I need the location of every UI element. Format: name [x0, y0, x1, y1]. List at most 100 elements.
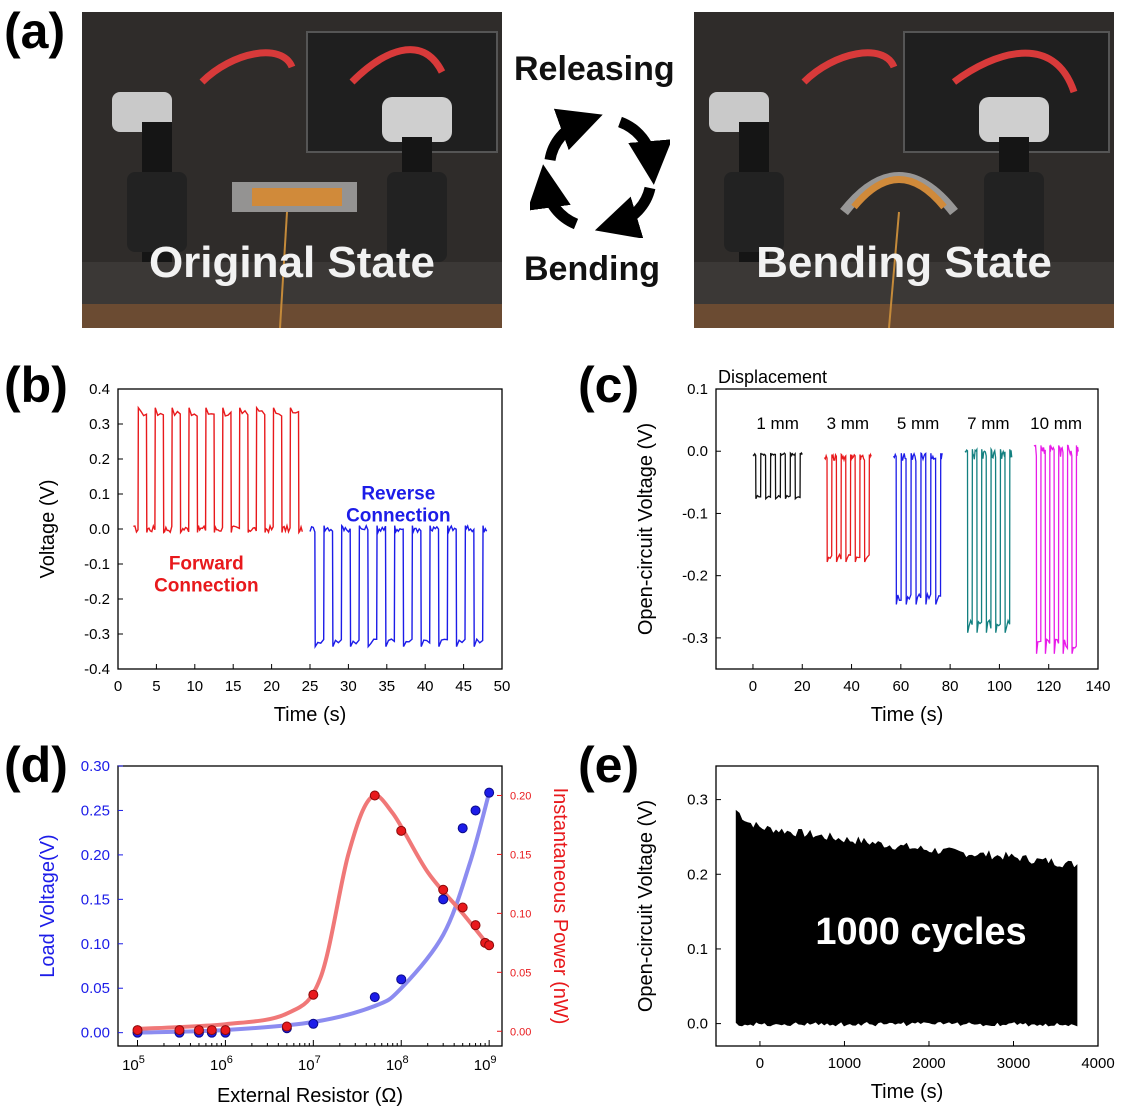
chart-d-ytick-label: 0.00 [81, 1025, 110, 1042]
chart-c-ytick-label: 0.1 [687, 381, 708, 398]
panel-b-label: (b) [4, 357, 68, 413]
chart-b-ytick-label: -0.4 [84, 661, 110, 678]
chart-c-xtick-label: 20 [794, 678, 811, 695]
chart-e-xtick-label: 4000 [1081, 1055, 1114, 1072]
chart-b-ytick-label: 0.1 [89, 486, 110, 503]
chart-b-xtick-label: 25 [302, 678, 319, 695]
chart-d-xtick-label: 105 [122, 1054, 145, 1074]
chart-d-voltage-point [369, 992, 380, 1003]
chart-c-xlabel: Time (s) [871, 704, 944, 726]
bending-state-illustration [694, 12, 1114, 328]
chart-b-xtick-label: 40 [417, 678, 434, 695]
chart-d-xtick-label: 106 [210, 1054, 233, 1074]
chart-c-ytick-label: 0.0 [687, 443, 708, 460]
panel-a-label: (a) [4, 3, 66, 59]
releasing-label: Releasing [514, 50, 675, 88]
chart-b-ytick-label: 0.0 [89, 521, 110, 538]
chart-c-series-label-1: 3 mm [827, 414, 870, 433]
chart-d-power-point [369, 790, 380, 801]
chart-d-power-point [220, 1025, 231, 1036]
chart-b-annotation-0: Forward [169, 553, 244, 574]
chart-d-voltage-point [457, 823, 468, 834]
chart-d-power-point [484, 940, 495, 951]
chart-b-xtick-label: 5 [152, 678, 160, 695]
chart-e-xtick-label: 0 [756, 1055, 764, 1072]
chart-e-xtick-label: 2000 [912, 1055, 945, 1072]
chart-b-ytick-label: 0.2 [89, 451, 110, 468]
chart-c-series-3 [964, 446, 1013, 633]
chart-d-y2tick-label: 0.00 [510, 1026, 531, 1038]
chart-d-voltage-point [308, 1018, 319, 1029]
chart-c-xtick-label: 100 [987, 678, 1012, 695]
chart-d-y2tick-label: 0.10 [510, 908, 531, 920]
chart-d-ytick-label: 0.25 [81, 802, 110, 819]
chart-b-ytick-label: 0.3 [89, 416, 110, 433]
chart-e-xlabel: Time (s) [871, 1081, 944, 1103]
chart-b-ytick-label: 0.4 [89, 381, 110, 398]
chart-d-ytick-label: 0.10 [81, 936, 110, 953]
chart-d-ylabel: Load Voltage(V) [37, 834, 59, 977]
chart-e-ytick-label: 0.3 [687, 792, 708, 809]
chart-e-xtick-label: 3000 [997, 1055, 1030, 1072]
chart-b-xtick-label: 15 [225, 678, 242, 695]
chart-c-xtick-label: 0 [749, 678, 757, 695]
chart-c-ytick-label: -0.1 [682, 505, 708, 522]
chart-d-voltage-point [438, 894, 449, 905]
chart-d-power-point [174, 1025, 185, 1036]
chart-d-power-point [281, 1021, 292, 1032]
chart-b-series-reverse [309, 523, 488, 650]
chart-b-xtick-label: 0 [114, 678, 122, 695]
panel-c-label: (c) [578, 357, 640, 413]
chart-d-xlabel: External Resistor (Ω) [217, 1085, 403, 1107]
panel-e-label: (e) [578, 737, 640, 793]
chart-d-xtick-label: 108 [386, 1054, 409, 1074]
chart-c-series-label-0: 1 mm [756, 414, 799, 433]
chart-e-frame [715, 765, 1099, 1047]
chart-b-annotation-1: Reverse [361, 483, 435, 504]
chart-c-xtick-label: 120 [1036, 678, 1061, 695]
chart-c-frame [715, 388, 1099, 670]
chart-d-frame [117, 765, 503, 1047]
chart-d-y2label: Instantaneous Power (nW) [549, 788, 571, 1025]
chart-c-ytick-label: -0.2 [682, 568, 708, 585]
chart-c-title: Displacement [718, 367, 827, 387]
chart-e-xtick-label: 1000 [828, 1055, 861, 1072]
chart-d-xtick-label: 109 [474, 1054, 497, 1074]
bending-label: Bending [524, 250, 660, 288]
chart-d-y2tick-label: 0.20 [510, 790, 531, 802]
bending-state-label: Bending State [756, 238, 1052, 287]
chart-b-ylabel: Voltage (V) [37, 480, 59, 579]
chart-b-series-forward [133, 405, 303, 535]
original-state-photo: Original State [82, 12, 502, 328]
chart-b-ytick-label: -0.1 [84, 556, 110, 573]
chart-e-signal-envelope [735, 809, 1078, 1027]
chart-e-ylabel: Open-circuit Voltage (V) [635, 800, 657, 1012]
chart-c-ytick-label: -0.3 [682, 630, 708, 647]
chart-d-ytick-label: 0.15 [81, 891, 110, 908]
chart-d-ytick-label: 0.05 [81, 980, 110, 997]
chart-b-xtick-label: 30 [340, 678, 357, 695]
chart-b-ytick-label: -0.3 [84, 626, 110, 643]
chart-c-series-1 [823, 452, 872, 563]
chart-c-series-2 [892, 451, 943, 605]
chart-d-ytick-label: 0.30 [81, 758, 110, 775]
chart-d-power-point [132, 1025, 143, 1036]
chart-b-xlabel: Time (s) [274, 704, 347, 726]
chart-d-y2tick-label: 0.05 [510, 967, 531, 979]
chart-e-ytick-label: 0.0 [687, 1016, 708, 1033]
chart-c-ylabel: Open-circuit Voltage (V) [635, 423, 657, 635]
chart-b-xtick-label: 50 [494, 678, 511, 695]
chart-c-series-label-4: 10 mm [1030, 414, 1082, 433]
chart-b-xtick-label: 45 [455, 678, 472, 695]
chart-c-series-0 [752, 451, 803, 501]
chart-e-ytick-label: 0.2 [687, 866, 708, 883]
chart-b-frame [117, 388, 503, 670]
chart-b-xtick-label: 10 [186, 678, 203, 695]
chart-d-power-point [457, 902, 468, 913]
chart-c-series-label-2: 5 mm [897, 414, 940, 433]
chart-d-voltage-point [396, 974, 407, 985]
chart-d-ytick-label: 0.20 [81, 847, 110, 864]
chart-d-y2tick-label: 0.15 [510, 849, 531, 861]
chart-d-xtick-label: 107 [298, 1054, 321, 1074]
